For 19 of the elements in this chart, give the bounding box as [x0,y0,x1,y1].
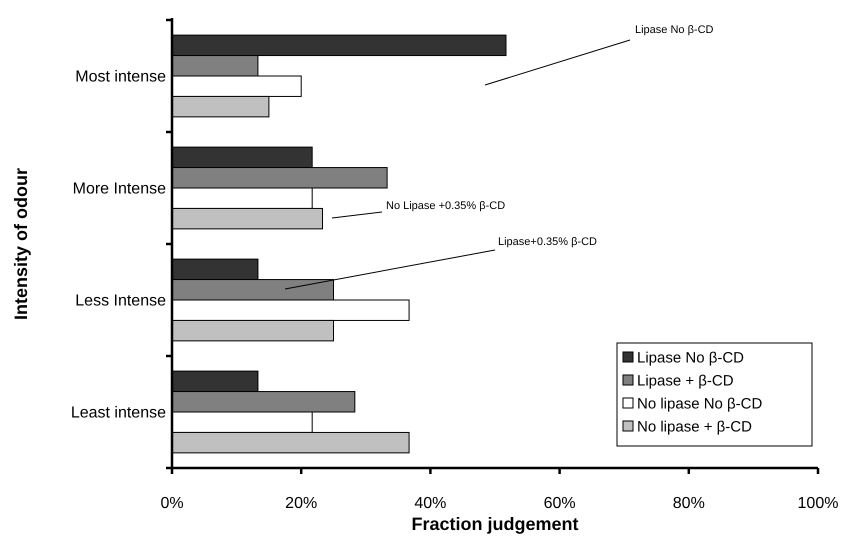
y-tick-label: Least intense [70,404,166,422]
x-tick-label: 100% [798,495,838,512]
legend-label: Lipase No β-CD [637,349,744,366]
x-tick-label: 20% [285,495,318,512]
y-axis-title: Intensity of odour [11,168,31,320]
legend-label: Lipase + β-CD [637,372,734,390]
x-tick-label: 80% [672,495,705,512]
annotation: Lipase No β-CD [635,24,714,36]
y-tick-label: Less Intense [75,292,166,310]
x-tick-label: 0% [160,495,184,512]
legend-label: No lipase No β-CD [637,395,762,412]
y-tick-label: More Intense [72,180,166,198]
annotation: No Lipase +0.35% β-CD [386,200,506,212]
x-tick-label: 40% [414,495,446,512]
annotation: Lipase+0.35% β-CD [498,236,598,248]
x-tick-label: 60% [544,495,576,512]
legend-label: No lipase + β-CD [637,418,752,436]
y-tick-label: Most intense [75,68,166,86]
x-axis-title: Fraction judgement [411,514,579,534]
